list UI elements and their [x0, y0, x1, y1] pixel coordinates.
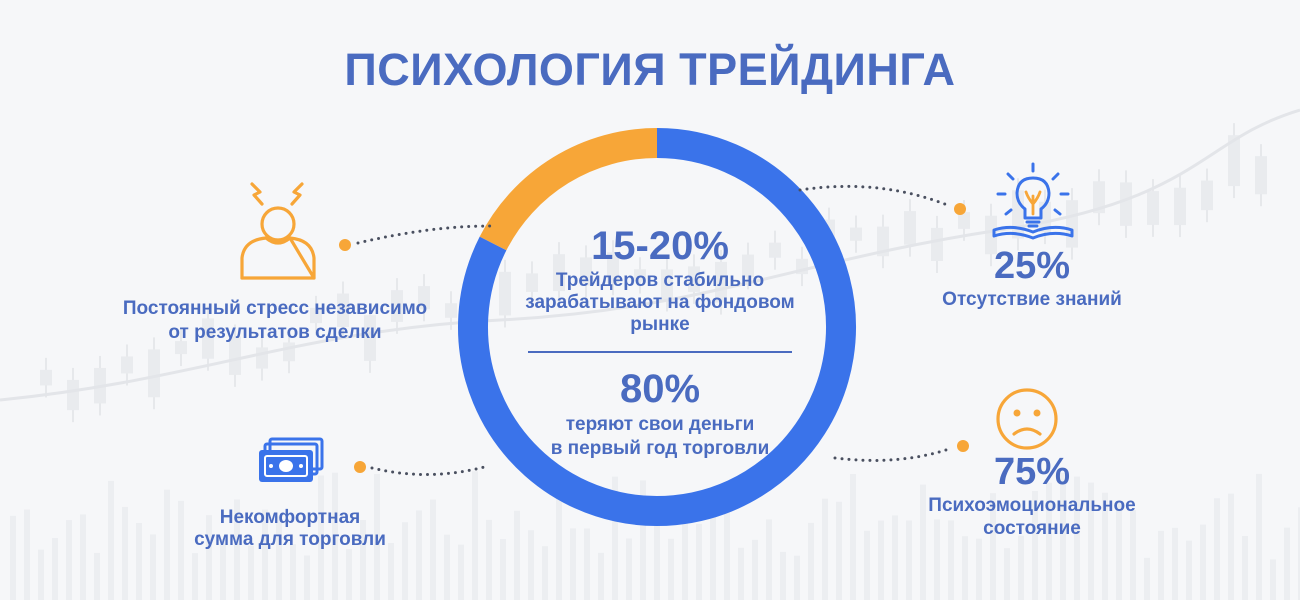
money-label-line1: Некомфортная [219, 507, 361, 528]
connector-stress [356, 224, 492, 245]
donut-slice-losing [458, 128, 856, 526]
connector-dot-knowledge [954, 203, 966, 215]
stress-label-line1: Постоянный стресс независимо [122, 298, 428, 319]
connector-dot-stress [339, 239, 351, 251]
sad-face-icon [996, 388, 1058, 450]
center-bottom-text-line2: в первый год торговли [550, 438, 770, 459]
knowledge-value: 25% [993, 245, 1071, 287]
center-top-text-line3: рынке [630, 314, 690, 335]
stressed-person-icon [240, 182, 316, 280]
center-bottom-value: 80% [619, 367, 701, 411]
center-top-text-line2: зарабатывают на фондовом [525, 292, 795, 313]
page-title: ПСИХОЛОГИЯ ТРЕЙДИНГА [344, 44, 956, 95]
connector-dot-emotion [957, 440, 969, 452]
knowledge-label: Отсутствие знаний [942, 289, 1122, 310]
center-top-text-line1: Трейдеров стабильно [555, 270, 765, 291]
center-top-value: 15-20% [591, 224, 729, 268]
stress-label-line2: от результатов сделки [168, 322, 382, 343]
banknotes-icon [259, 437, 324, 482]
connector-dot-money [354, 461, 366, 473]
lightbulb-book-icon [992, 162, 1074, 240]
connector-money [370, 464, 490, 477]
center-divider [528, 351, 792, 353]
emotion-value: 75% [993, 451, 1071, 493]
connector-knowledge [798, 184, 952, 208]
donut-slice-winning [479, 128, 658, 251]
money-label-line2: сумма для торговли [194, 529, 386, 550]
connector-emotion [833, 446, 954, 462]
emotion-label-line1: Психоэмоциональное [928, 495, 1136, 516]
center-bottom-text-line1: теряют свои деньги [565, 414, 755, 435]
emotion-label-line2: состояние [983, 518, 1081, 539]
